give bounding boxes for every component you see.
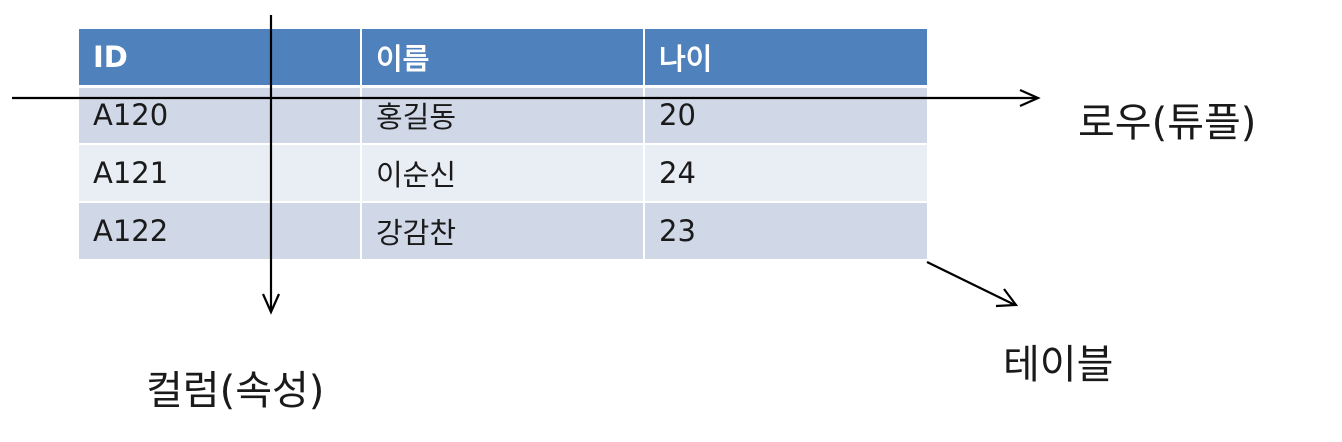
table-row: A121 이순신 24 — [79, 144, 927, 203]
table-label: 테이블 — [1003, 342, 1114, 388]
table-row: A120 홍길동 20 — [79, 86, 927, 145]
table-header-row: ID 이름 나이 — [79, 29, 927, 88]
header-age: 나이 — [644, 29, 927, 88]
cell-name: 홍길동 — [361, 86, 645, 145]
cell-id: A121 — [79, 144, 362, 203]
row-tuple-label: 로우(튜플) — [1078, 100, 1257, 146]
cell-age: 20 — [644, 86, 927, 145]
table-arrow-head — [995, 288, 1019, 308]
table-arrow-line — [926, 261, 1016, 306]
cell-id: A120 — [79, 86, 362, 145]
cell-age: 24 — [644, 144, 927, 203]
row-arrow-head — [1019, 88, 1041, 108]
cell-id: A122 — [79, 202, 362, 261]
table-row: A122 강감찬 23 — [79, 202, 927, 261]
column-arrow-head — [261, 293, 281, 315]
header-id: ID — [79, 29, 362, 88]
relation-table: ID 이름 나이 A120 홍길동 20 A121 이순신 24 A122 강감… — [79, 29, 927, 261]
cell-name: 강감찬 — [361, 202, 645, 261]
cell-name: 이순신 — [361, 144, 645, 203]
cell-age: 23 — [644, 202, 927, 261]
header-name: 이름 — [361, 29, 645, 88]
column-attribute-label: 컬럼(속성) — [146, 368, 325, 414]
